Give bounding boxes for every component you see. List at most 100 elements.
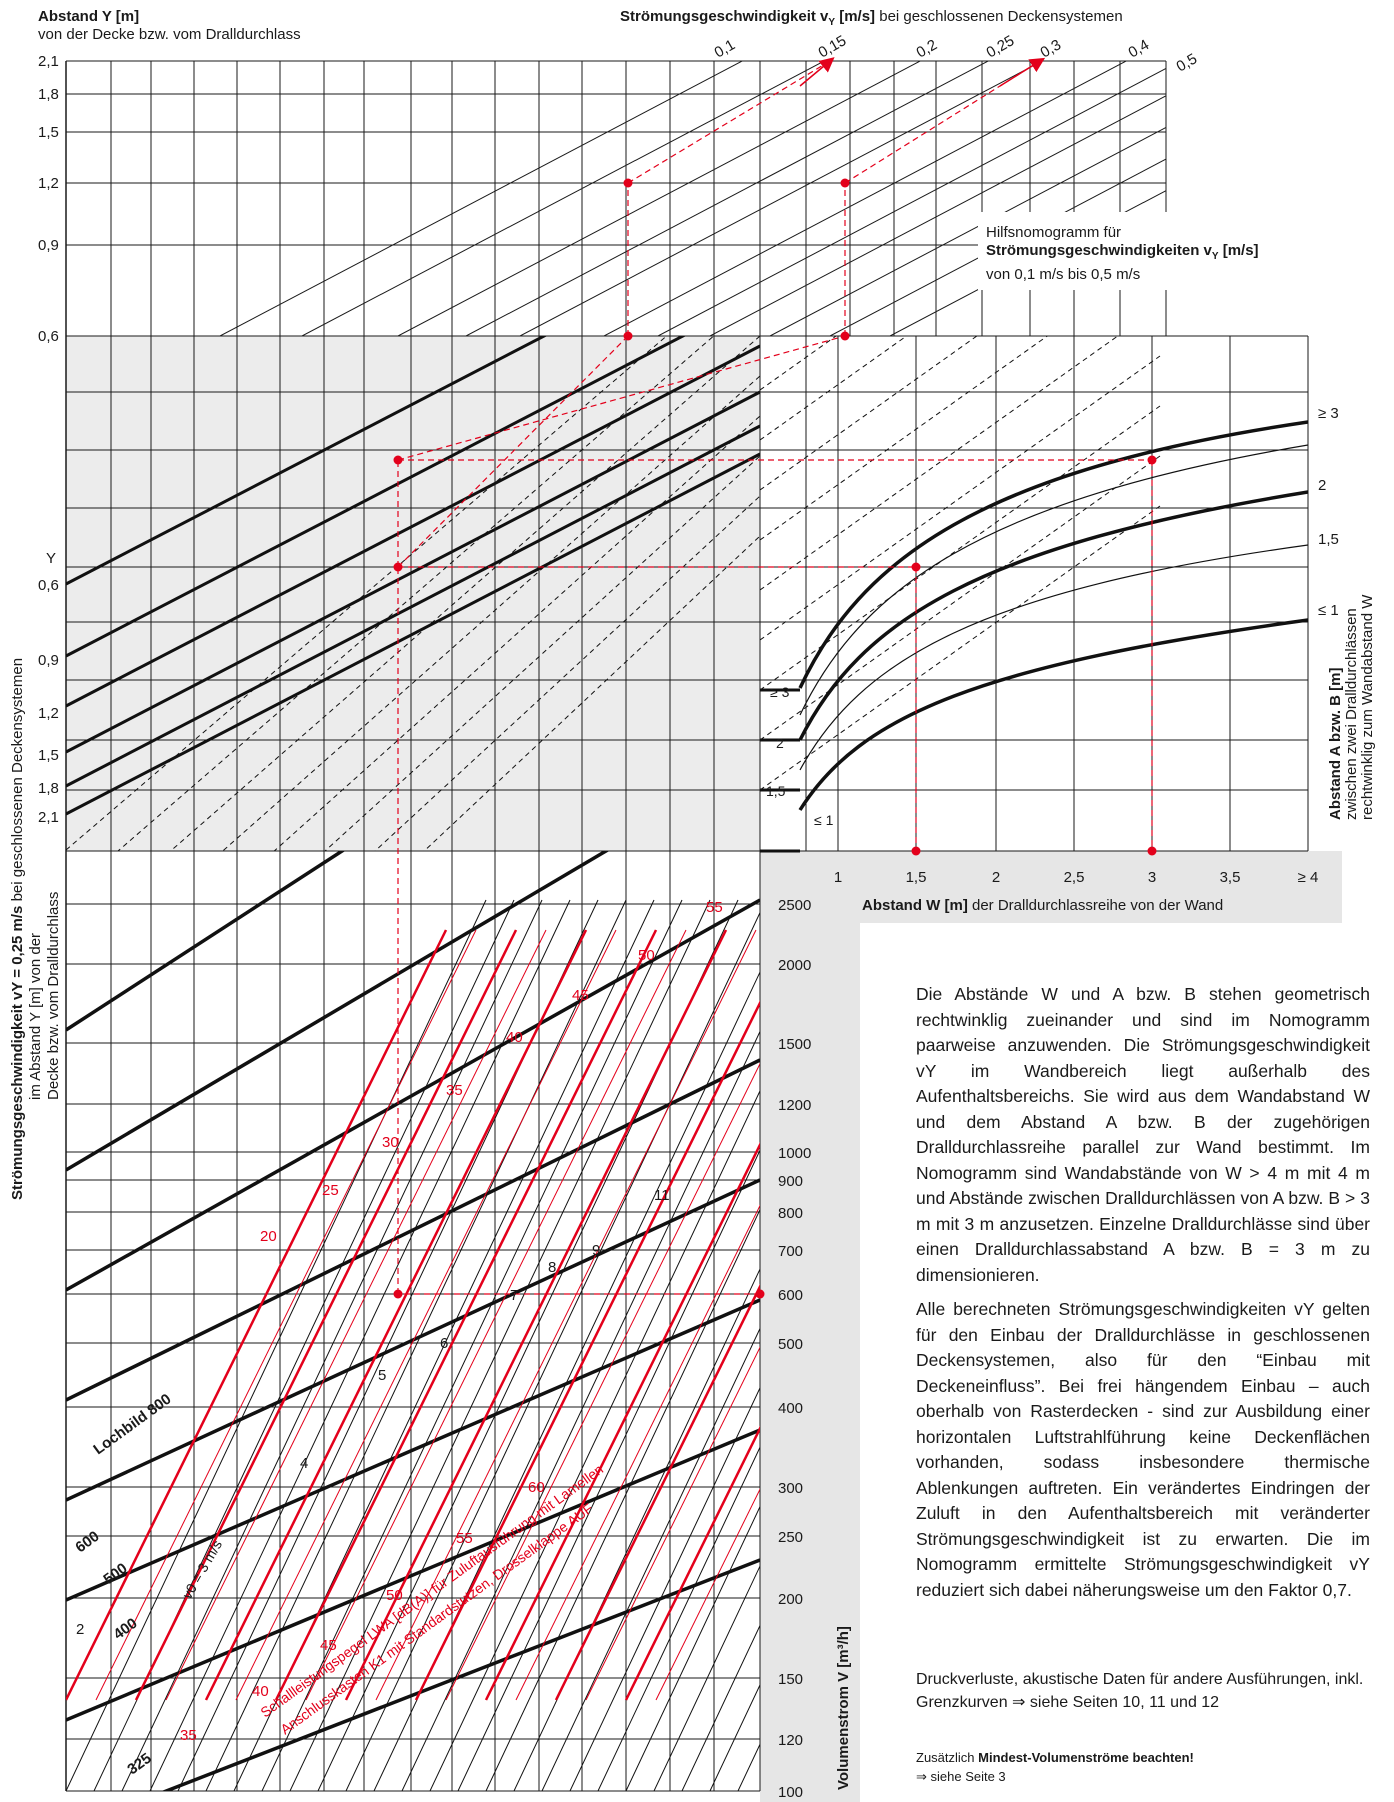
- middle-y-tick: 0,9: [38, 652, 59, 669]
- example-point: [1147, 455, 1157, 465]
- wall-dashed-line: [760, 355, 1161, 641]
- volume-tick: 2000: [778, 957, 811, 974]
- a-curve-label: 2: [1318, 477, 1326, 494]
- sound-line-thick: [204, 929, 588, 1701]
- wall-curve: [798, 420, 1308, 689]
- volume-tick: 500: [778, 1336, 803, 1353]
- example-point: [840, 178, 850, 188]
- volume-tick: 700: [778, 1243, 803, 1260]
- middle-y-label: Y: [46, 550, 56, 567]
- volume-tick: 800: [778, 1205, 803, 1222]
- y-line-thick: [66, 336, 687, 658]
- velocity-label: 0,5: [1174, 50, 1201, 75]
- velocity-line: [465, 61, 990, 336]
- v0-line: [569, 1386, 760, 1791]
- lochbild-label: 325: [124, 1750, 154, 1778]
- lochbild-line: [161, 1558, 760, 1791]
- volume-tick: 1000: [778, 1145, 811, 1162]
- velocity-line: [829, 158, 1166, 336]
- volume-tick: 100: [778, 1784, 803, 1801]
- y-line-thick: [66, 344, 760, 708]
- volume-tick: 1500: [778, 1036, 811, 1053]
- w-tick: 1: [834, 869, 842, 886]
- lochbild-line: [66, 1058, 760, 1402]
- volume-axis-strip: [760, 851, 860, 1802]
- lochbild-label: 600: [72, 1528, 102, 1556]
- v0-number: 8: [548, 1259, 556, 1276]
- sound-label-upper: 50: [638, 947, 655, 964]
- v0-line: [457, 1149, 760, 1791]
- sound-label-lower: 60: [528, 1479, 545, 1496]
- v0-line: [681, 1624, 760, 1791]
- sound-line-thick: [274, 929, 658, 1701]
- velocity-line: [519, 61, 1044, 336]
- wall-curve: [798, 490, 1308, 741]
- middle-y-tick: 2,1: [38, 809, 59, 826]
- w-axis-strip: [760, 851, 1342, 923]
- v0-line: [625, 1505, 760, 1791]
- lochbild-label: Lochbild 800: [90, 1391, 174, 1459]
- w-tick: 3,5: [1220, 869, 1241, 886]
- wall-dashed-line: [760, 336, 908, 441]
- wall-left-label: ≥ 3: [770, 684, 790, 700]
- shaded-panel: [66, 336, 760, 851]
- v0-line: [541, 1327, 760, 1791]
- lochbild-line: [66, 851, 346, 1032]
- left-axis-line3: Decke bzw. vom Dralldurchlass: [45, 892, 62, 1100]
- example-point: [1147, 846, 1157, 856]
- v0-line: [345, 911, 760, 1791]
- note-paragraph-4: Zusätzlich Mindest-Volumenströme beachte…: [916, 1750, 1194, 1784]
- sound-label-upper: 40: [506, 1029, 523, 1046]
- help-box-bg: [978, 212, 1306, 290]
- lochbild-line: [66, 1428, 760, 1722]
- v0-number: 9: [592, 1242, 600, 1259]
- example-dashed-segment: [397, 335, 846, 461]
- y-line-thick: [66, 452, 760, 816]
- top-y-tick: 2,1: [38, 53, 59, 70]
- right-axis-title: Abstand A bzw. B [m]: [1327, 668, 1344, 821]
- w-tick: 2: [992, 869, 1000, 886]
- note-paragraph-2: Alle berechneten Strömungsgeschwindigkei…: [916, 1299, 1370, 1600]
- volume-tick: 200: [778, 1591, 803, 1608]
- example-point: [393, 455, 403, 465]
- v0-number: 11: [654, 1187, 670, 1204]
- volume-tick: 2500: [778, 897, 811, 914]
- example-dashed-segment: [397, 335, 629, 568]
- example-point: [911, 846, 921, 856]
- sound-line-thick: [554, 1283, 760, 1701]
- sound-line-thin: [165, 929, 547, 1701]
- example-point: [393, 1289, 403, 1299]
- left-axis-title: Strömungsgeschwindigkeit vY = 0,25 m/s b…: [9, 658, 26, 1200]
- sound-line-thick: [484, 1141, 760, 1701]
- velocity-line: [889, 190, 1166, 336]
- lochbild-line: [66, 851, 610, 1172]
- wall-curves: [760, 336, 1308, 811]
- sound-line-thin: [585, 1346, 760, 1701]
- w-tick: 3: [1148, 869, 1156, 886]
- sound-line-thick: [344, 929, 728, 1701]
- sound-label-lower: 55: [456, 1530, 473, 1547]
- volume-tick: 900: [778, 1173, 803, 1190]
- note-paragraph-1: Die Abstände W und A bzw. B stehen geome…: [916, 984, 1370, 1285]
- example-point: [840, 331, 850, 341]
- left-axis-line2: im Abstand Y [m] von der: [27, 933, 44, 1100]
- velocity-line: [603, 61, 1128, 336]
- example-point: [623, 331, 633, 341]
- y-line-dashed: [324, 455, 760, 851]
- volume-tick: 400: [778, 1400, 803, 1417]
- example-arrow: [799, 57, 835, 87]
- y-line-thick: [66, 424, 760, 788]
- v0-number: 7: [510, 1287, 518, 1304]
- top-y-tick: 1,8: [38, 86, 59, 103]
- wall-left-label: ≤ 1: [814, 812, 834, 828]
- help-nomogram-box: Hilfsnomogramm für Strömungsgeschwindigk…: [986, 224, 1259, 283]
- volume-tick: 150: [778, 1671, 803, 1688]
- middle-y-tick: 0,6: [38, 577, 59, 594]
- v0-line: [261, 899, 683, 1791]
- sound-line-thick: [414, 1000, 760, 1701]
- v0-number: 5: [378, 1367, 386, 1384]
- velocity-label: 0,3: [1038, 36, 1065, 61]
- y-line-dashed: [423, 535, 760, 851]
- sound-line-thin: [445, 1062, 760, 1701]
